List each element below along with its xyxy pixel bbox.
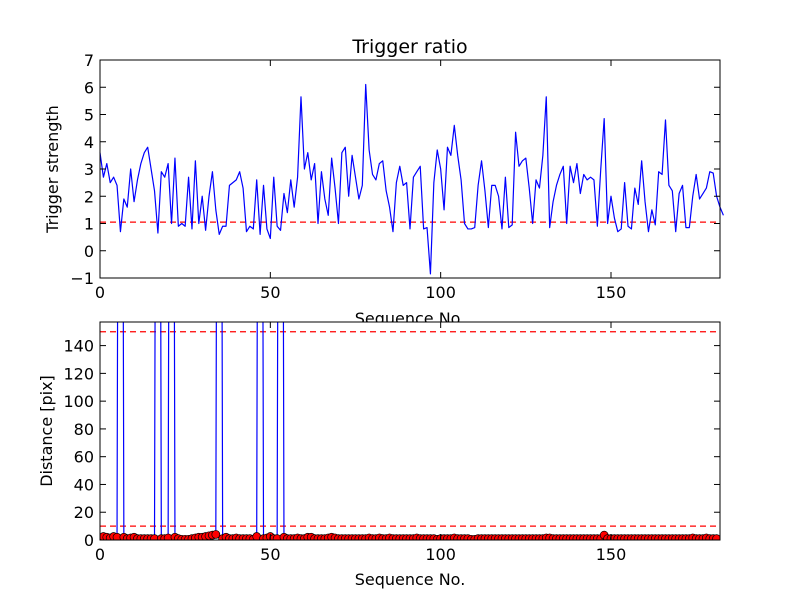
top-series-group [99, 83, 724, 275]
bottom-y-tick-label: 40 [74, 475, 94, 494]
top-y-tick-label: 2 [84, 187, 94, 206]
bottom-axes-frame [99, 321, 721, 541]
top-x-tick-label: 150 [596, 283, 627, 302]
bottom-plot-area [100, 322, 720, 540]
bottom-data-point [712, 534, 720, 540]
bottom-y-axis-label: Distance [pix] [37, 375, 56, 487]
top-chart-title: Trigger ratio [351, 36, 467, 58]
bottom-y-tick-label: 0 [84, 531, 94, 550]
top-y-tick-label: 0 [84, 242, 94, 261]
top-y-tick-label: 3 [84, 160, 94, 179]
bottom-x-tick-label: 0 [95, 545, 105, 564]
top-x-tick-label: 100 [425, 283, 456, 302]
top-y-tick-label: 6 [84, 78, 94, 97]
bottom-x-tick-label: 100 [425, 545, 456, 564]
bottom-ticks-group: 0 50 100 150 0 20 40 60 80 100 120 140 [63, 322, 720, 564]
bottom-y-tick-label: 80 [74, 420, 94, 439]
top-y-tick-label: 4 [84, 133, 94, 152]
top-x-tick-label: 0 [95, 283, 105, 302]
top-y-axis-label: Trigger strength [43, 105, 62, 234]
bottom-y-tick-label: 20 [74, 503, 94, 522]
bottom-series-group [100, 322, 720, 540]
bottom-x-tick-label: 50 [260, 545, 280, 564]
bottom-threshold-group [100, 331, 720, 527]
top-y-tick-label: 7 [84, 51, 94, 70]
top-x-tick-label: 50 [260, 283, 280, 302]
bottom-x-tick-label: 150 [596, 545, 627, 564]
bottom-x-axis-label: Sequence No. [355, 570, 466, 589]
top-plot-area [100, 60, 720, 278]
bottom-data-point [211, 530, 221, 539]
top-y-tick-label: 5 [84, 106, 94, 125]
bottom-y-tick-label: 100 [63, 392, 94, 411]
bottom-y-tick-label: 120 [63, 364, 94, 383]
top-y-tick-label: 1 [84, 215, 94, 234]
bottom-y-tick-label: 140 [63, 337, 94, 356]
top-series-line-0 [99, 83, 724, 275]
top-y-tick-label: −1 [70, 269, 94, 288]
bottom-y-tick-label: 60 [74, 448, 94, 467]
bottom-chart: 0 50 100 150 0 20 40 60 80 100 120 140 Sequence No.… [37, 321, 721, 589]
